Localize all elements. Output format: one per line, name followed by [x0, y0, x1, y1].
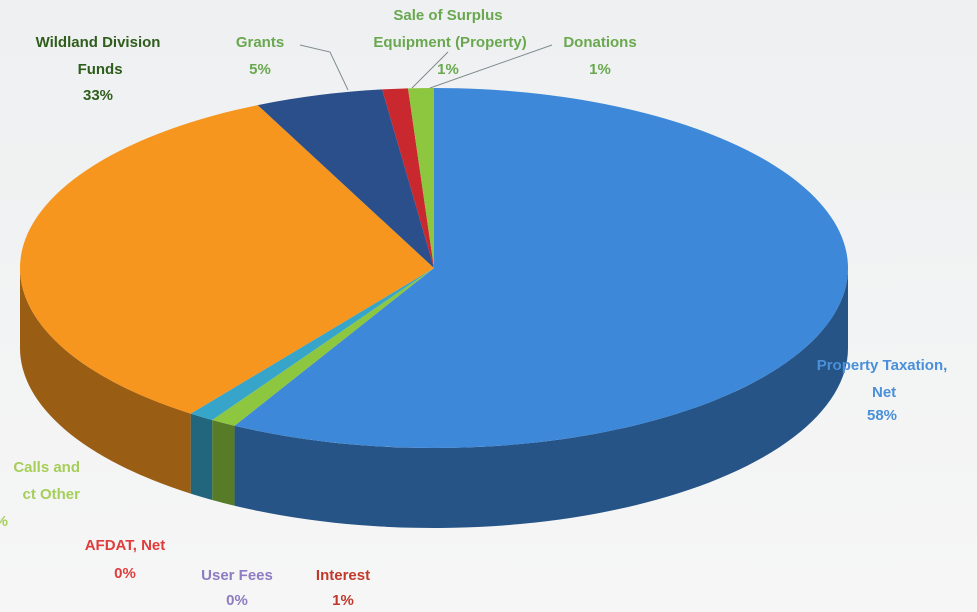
pie-sides	[20, 268, 849, 528]
slice	[257, 89, 434, 268]
slice	[234, 88, 849, 448]
slice-side	[234, 268, 849, 528]
slice-side	[212, 419, 235, 506]
slice	[190, 268, 434, 420]
leader-line	[299, 44, 349, 91]
slice-label: Calls and ct Other	[13, 459, 80, 503]
slice	[212, 268, 434, 426]
pie-tops	[19, 88, 849, 448]
slice-value-label: 5%	[249, 61, 271, 78]
slice-value-label: 58%	[867, 407, 897, 424]
slice-side	[190, 413, 213, 500]
slice-value-label: 0%	[226, 592, 248, 609]
slice-label: User Fees	[201, 567, 273, 584]
slice-label: Wildland Division Funds	[36, 34, 161, 78]
slice-value-label: 1%	[332, 592, 354, 609]
slice	[19, 105, 434, 414]
slice-side	[20, 268, 191, 494]
slice-value-label: 1%	[437, 61, 459, 78]
slice	[408, 88, 434, 268]
slice-value-label: 0%	[114, 565, 136, 582]
slice-value-label: 1%	[589, 61, 611, 78]
leader-line	[429, 44, 553, 89]
slice-label: Interest	[316, 567, 370, 584]
slice	[382, 88, 434, 268]
slice-value-label: 1%	[0, 513, 8, 530]
labels: Property Taxation, Net 58% Interest 1% User …	[0, 7, 947, 609]
slice-value-label: 33%	[83, 87, 113, 104]
slice-label: AFDAT, Net	[85, 537, 166, 554]
slice-label: Donations	[563, 34, 636, 51]
leader-line	[411, 51, 449, 89]
slice-label: Sale of Surplus Equipment (Property)	[369, 7, 527, 51]
slice-label: Property Taxation, Net	[817, 357, 948, 401]
slice-label: Grants	[236, 34, 284, 51]
